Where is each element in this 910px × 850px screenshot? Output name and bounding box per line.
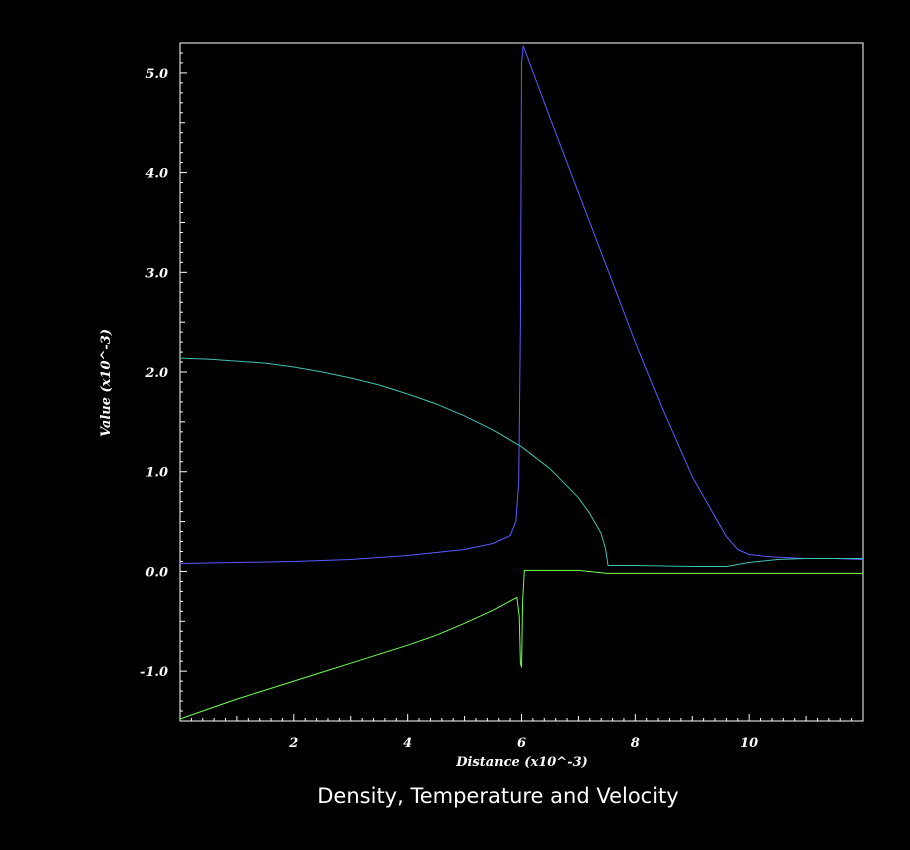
x-axis-label: Distance (x10^-3) (455, 755, 588, 770)
y-tick-labels: -1.0 0.0 1.0 2.0 3.0 4.0 5.0 (140, 67, 168, 680)
y-tick-label: 0.0 (145, 565, 168, 580)
series-lines (179, 45, 864, 720)
x-tick-label: 2 (288, 736, 298, 751)
series-line-2 (179, 357, 863, 567)
x-tick-label: 4 (403, 736, 412, 751)
y-tick-label: 1.0 (145, 466, 168, 481)
x-tick-labels: 2 4 6 8 10 (288, 736, 758, 751)
y-tick-label: 3.0 (145, 266, 168, 281)
y-tick-label: 4.0 (145, 167, 168, 182)
x-tick-label: 8 (631, 736, 640, 751)
minor-ticks (180, 52, 853, 721)
x-tick-label: 10 (740, 736, 758, 751)
x-tick-label: 6 (517, 736, 526, 751)
y-tick-label: 2.0 (144, 366, 168, 381)
series-line-3 (179, 569, 863, 720)
y-tick-label: -1.0 (140, 665, 168, 680)
chart-title: Density, Temperature and Velocity (317, 784, 678, 808)
series-line-1 (179, 45, 864, 564)
y-axis-label: Value (x10^-3) (99, 329, 114, 437)
y-tick-label: 5.0 (145, 67, 168, 82)
